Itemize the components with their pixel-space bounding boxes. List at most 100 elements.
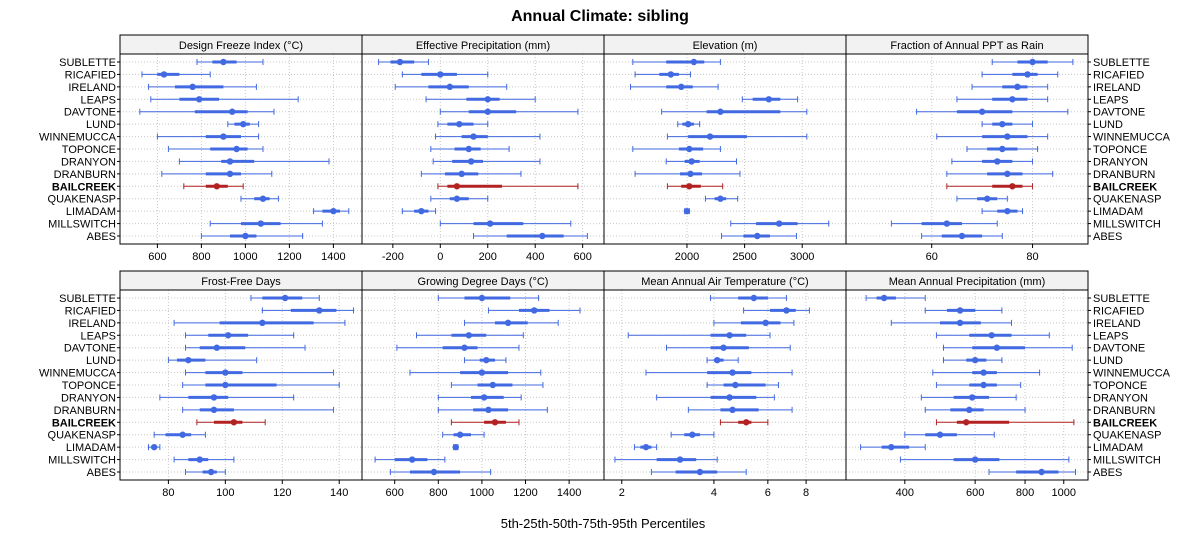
series-sublette: [865, 294, 926, 302]
x-tick-label: 800: [1016, 487, 1034, 499]
series-lund: [227, 120, 260, 128]
series-ireland: [630, 83, 719, 91]
median-point: [226, 158, 234, 165]
series-limadam: [452, 443, 459, 451]
median-point: [706, 133, 714, 140]
series-millswitch: [730, 220, 830, 227]
series-leaps: [956, 96, 1049, 103]
series-dranburn: [420, 170, 522, 178]
median-point: [486, 220, 494, 227]
median-point: [210, 406, 218, 414]
series-lund: [706, 356, 739, 364]
row-label-lund: LUND: [1093, 355, 1123, 367]
series-leaps: [150, 96, 299, 103]
median-point: [470, 133, 477, 140]
x-tick-label: 200: [479, 251, 497, 263]
chart-title: Annual Climate: sibling: [511, 8, 689, 25]
x-tick-label: 800: [429, 487, 447, 499]
median-point: [1024, 71, 1031, 78]
series-abes: [921, 232, 1003, 240]
row-label-winnemucca: WINNEMUCCA: [39, 368, 117, 380]
series-winnemucca: [645, 369, 793, 376]
row-label-millswitch: MILLSWITCH: [48, 455, 116, 467]
row-label-leaps: LEAPS: [1093, 94, 1128, 106]
series-millswitch: [899, 456, 1070, 463]
median-point: [943, 220, 951, 227]
row-label-bailcreek: BAILCREEK: [1093, 181, 1157, 193]
series-davtone: [943, 344, 1073, 351]
x-tick-label: 4: [711, 487, 717, 499]
series-limadam: [860, 443, 926, 451]
median-point: [456, 120, 463, 128]
median-point: [717, 108, 724, 115]
row-label-dranburn: DRANBURN: [1093, 405, 1155, 417]
series-leaps: [416, 332, 524, 339]
series-winnemucca: [936, 133, 1049, 140]
median-point: [993, 344, 1001, 351]
median-point: [222, 369, 229, 376]
series-ireland: [148, 83, 257, 91]
x-tick-label: 1200: [513, 487, 537, 499]
median-point: [726, 394, 733, 401]
row-label-davtone: DAVTONE: [1093, 343, 1145, 355]
row-label-davtone: DAVTONE: [1093, 107, 1145, 119]
series-quakenasp: [430, 195, 489, 202]
row-label-quakenasp: QUAKENASP: [1093, 430, 1161, 442]
median-point: [430, 468, 438, 476]
x-tick-label: 600: [966, 487, 984, 499]
median-point: [958, 232, 966, 240]
median-point: [213, 183, 220, 190]
series-quakenasp: [956, 195, 1008, 202]
panel-title: Frost-Free Days: [201, 276, 281, 288]
median-point: [316, 307, 323, 314]
median-point: [458, 170, 465, 178]
series-limadam: [981, 207, 1023, 215]
row-label-sublette: SUBLETTE: [59, 293, 116, 305]
series-millswitch: [439, 220, 572, 227]
median-point: [988, 332, 995, 339]
series-sublette: [991, 58, 1074, 66]
x-tick-label: 1000: [1052, 487, 1076, 499]
series-dranyon: [437, 394, 522, 401]
row-label-limadam: LIMADAM: [66, 206, 116, 218]
series-dranburn: [634, 170, 741, 178]
series-ricafied: [634, 71, 691, 78]
median-point: [750, 294, 758, 302]
median-point: [689, 431, 696, 438]
series-davtone: [916, 108, 1069, 115]
median-point: [196, 456, 203, 463]
series-sublette: [250, 294, 320, 302]
median-point: [484, 108, 491, 115]
series-bailcreek: [450, 419, 520, 426]
series-dranyon: [665, 158, 738, 165]
median-point: [196, 96, 203, 103]
series-quakenasp: [670, 431, 715, 438]
panel-title: Mean Annual Air Temperature (°C): [641, 276, 808, 288]
median-point: [714, 356, 721, 364]
row-label-abes: ABES: [1093, 467, 1122, 479]
median-point: [189, 83, 196, 91]
row-label-dranburn: DRANBURN: [54, 169, 116, 181]
median-point: [690, 58, 698, 66]
median-point: [478, 369, 486, 376]
median-point: [1009, 183, 1016, 190]
x-tick-label: 60: [926, 251, 938, 263]
x-tick-label: 120: [273, 487, 291, 499]
series-dranburn: [437, 406, 548, 414]
panel-title: Mean Annual Precipitation (mm): [889, 276, 1046, 288]
row-label-davtone: DAVTONE: [64, 107, 116, 119]
series-limadam: [147, 443, 161, 451]
x-tick-label: 2500: [732, 251, 756, 263]
series-ireland: [971, 83, 1049, 91]
series-ricafied: [487, 307, 581, 314]
panel-6: Mean Annual Air Temperature (°C) 2 4 6 8: [603, 270, 847, 499]
median-point: [999, 120, 1006, 128]
x-tick-label: 8: [803, 487, 809, 499]
series-lund: [167, 356, 258, 364]
row-label-toponce: TOPONCE: [1093, 144, 1147, 156]
x-tick-label: 3000: [790, 251, 814, 263]
median-point: [408, 456, 416, 463]
row-label-ireland: IRELAND: [1093, 318, 1141, 330]
row-label-sublette: SUBLETTE: [1093, 293, 1150, 305]
row-label-millswitch: MILLSWITCH: [1093, 219, 1161, 231]
